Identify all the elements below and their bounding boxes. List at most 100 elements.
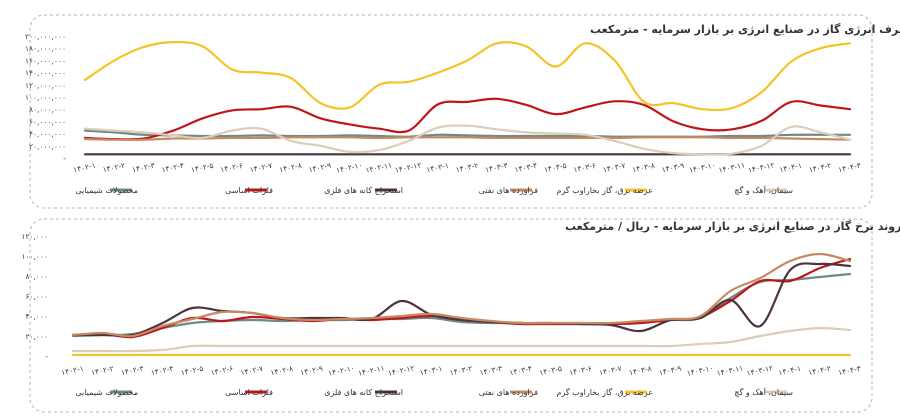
x-tick-label: ۱۴۰۲-۶ (210, 364, 234, 378)
series-line (83, 129, 852, 138)
legend-label: سیمان، آهک و گچ (734, 387, 793, 397)
y-tick-label: ۴۰,۰۰۰ (25, 312, 48, 321)
y-tick-label: ۸۰,۰۰۰ (25, 272, 48, 281)
x-tick-label: ۱۴۰۲-۱ (72, 161, 96, 175)
legend-label: محصولات شیمیایی (75, 388, 138, 397)
chart1-title: روند مقداری مصرف انرژی گاز در صنایع انرژ… (590, 23, 900, 36)
x-tick-label: ۱۴۰۲-۳ (120, 364, 144, 378)
y-tick-label: ۲۰۰,۰۰۰,۰۰۰ (25, 32, 66, 41)
x-tick-label: ۱۴۰۲-۱۰ (327, 363, 355, 377)
x-tick-label: ۱۴۰۲-۹ (308, 161, 332, 175)
series-line (83, 124, 852, 156)
chart2: - ۲۰,۰۰۰ ۴۰,۰۰۰ ۶۰,۰۰۰ ۸۰,۰۰۰ ۱۰۰,۰۰۰ ۱۲۰,۰۰۰ ۱… (21, 232, 861, 397)
legend-label: فراورده های نفتی (479, 186, 538, 195)
series-line (71, 326, 852, 353)
x-tick-label: ۱۴۰۲-۴ (150, 364, 174, 378)
x-tick-label: ۱۴۰۲-۸ (270, 364, 294, 378)
y-tick-label: ۲۰,۰۰۰ (25, 332, 48, 341)
x-tick-label: ۱۴۰۲-۵ (190, 161, 214, 175)
series-line (83, 136, 852, 141)
x-tick-label: ۱۴۰۴-۲ (808, 161, 832, 175)
x-tick-label: ۱۴۰۳-۳ (484, 161, 508, 175)
x-tick-label: ۱۴۰۲-۵ (180, 364, 204, 378)
series-line (71, 257, 852, 339)
x-tick-label: ۱۴۰۳-۹ (661, 161, 685, 175)
y-tick-label: ۱۸۰,۰۰۰,۰۰۰ (25, 44, 66, 53)
y-tick-label: ۱۰۰,۰۰۰,۰۰۰ (25, 93, 66, 102)
x-tick-label: ۱۴۰۳-۷ (598, 364, 622, 378)
x-tick-label: ۱۴۰۲-۱۱ (365, 160, 393, 174)
legend-label: فراورده های نفتی (479, 388, 538, 397)
y-tick-label: ۱۴۰,۰۰۰,۰۰۰ (25, 69, 66, 78)
x-tick-label: ۱۴۰۲-۹ (299, 364, 323, 378)
x-tick-label: ۱۴۰۲-۱۱ (357, 363, 385, 377)
x-tick-label: ۱۴۰۴-۲ (807, 364, 831, 378)
y-tick-label: ۴۰,۰۰۰,۰۰۰ (29, 130, 66, 139)
x-tick-label: ۱۴۰۳-۶ (573, 161, 597, 175)
legend-label: محصولات شیمیایی (75, 186, 138, 195)
series-line (83, 97, 852, 141)
x-tick-label: ۱۴۰۳-۱ (425, 161, 449, 175)
x-tick-label: ۱۴۰۳-۲ (455, 161, 479, 175)
x-tick-label: ۱۴۰۲-۱ (60, 364, 84, 378)
x-tick-label: ۱۴۰۳-۵ (539, 364, 563, 378)
series-line (83, 40, 852, 112)
chart2-title: روند نرخ گاز در صنایع انرژی بر بازار سرم… (565, 220, 900, 233)
x-tick-label: ۱۴۰۲-۷ (240, 364, 264, 378)
x-tick-label: ۱۴۰۳-۱ (419, 364, 443, 378)
legend-label: فلزات اساسی (225, 186, 273, 195)
series-line (71, 252, 852, 338)
x-tick-label: ۱۴۰۳-۱۲ (747, 160, 775, 174)
legend-label: استخراج کانه های فلزی (324, 388, 403, 397)
x-tick-label: ۱۴۰۳-۱۲ (746, 363, 774, 377)
x-tick-label: ۱۴۰۳-۴ (514, 161, 538, 175)
x-tick-label: ۱۴۰۳-۲ (449, 364, 473, 378)
y-tick-label: ۶۰,۰۰۰,۰۰۰ (29, 117, 66, 126)
x-tick-label: ۱۴۰۲-۶ (219, 161, 243, 175)
x-tick-label: ۱۴۰۲-۲ (102, 161, 126, 175)
x-tick-label: ۱۴۰۲-۱۰ (335, 160, 363, 174)
y-tick-label: ۶۰,۰۰۰ (25, 292, 48, 301)
x-tick-label: ۱۴۰۲-۸ (278, 161, 302, 175)
y-tick-label: ۱۲۰,۰۰۰,۰۰۰ (25, 81, 66, 90)
chart2-frame (29, 218, 873, 413)
y-tick-label: ۱۶۰,۰۰۰,۰۰۰ (25, 56, 66, 65)
y-tick-label: ۸۰,۰۰۰,۰۰۰ (29, 105, 66, 114)
x-tick-label: ۱۴۰۲-۲ (90, 364, 114, 378)
x-tick-label: ۱۴۰۳-۹ (658, 364, 682, 378)
x-tick-label: ۱۴۰۳-۸ (628, 364, 652, 378)
x-tick-label: ۱۴۰۴-۱ (778, 364, 802, 378)
x-tick-label: ۱۴۰۲-۴ (161, 161, 185, 175)
x-tick-label: ۱۴۰۳-۳ (479, 364, 503, 378)
chart1-frame (29, 14, 873, 209)
y-tick-label: - (63, 154, 66, 163)
x-tick-label: ۱۴۰۳-۱۱ (718, 160, 746, 174)
x-tick-label: ۱۴۰۲-۷ (249, 161, 273, 175)
x-tick-label: ۱۴۰۴-۳ (837, 364, 861, 378)
x-tick-label: ۱۴۰۳-۶ (568, 364, 592, 378)
legend-label: سیمان، آهک و گچ (734, 185, 793, 195)
legend-label: فلزات اساسی (225, 388, 273, 397)
x-tick-label: ۱۴۰۴-۱ (779, 161, 803, 175)
legend-label: استخراج کانه های فلزی (324, 186, 403, 195)
x-tick-label: ۱۴۰۴-۳ (837, 161, 861, 175)
y-tick-label: ۱۲۰,۰۰۰ (21, 232, 48, 241)
x-tick-label: ۱۴۰۳-۵ (543, 161, 567, 175)
legend-label: عرضه برق، گاز بخاراوب گرم (557, 185, 653, 195)
x-tick-label: ۱۴۰۲-۱۲ (387, 363, 415, 377)
x-tick-label: ۱۴۰۳-۱۰ (688, 160, 716, 174)
y-tick-label: - (45, 352, 48, 361)
x-tick-label: ۱۴۰۳-۷ (602, 161, 626, 175)
x-tick-label: ۱۴۰۲-۱۲ (394, 160, 422, 174)
series-line (71, 262, 852, 337)
y-tick-label: ۱۰۰,۰۰۰ (21, 252, 48, 261)
chart1: - ۲۰,۰۰۰,۰۰۰ ۴۰,۰۰۰,۰۰۰ ۶۰,۰۰۰,۰۰۰ ۸۰,۰۰۰,۰۰… (25, 32, 862, 195)
x-tick-label: ۱۴۰۲-۳ (131, 161, 155, 175)
y-tick-label: ۲۰,۰۰۰,۰۰۰ (29, 142, 66, 151)
series-line (71, 272, 852, 338)
x-tick-label: ۱۴۰۳-۱۱ (716, 363, 744, 377)
legend-label: عرضه برق، گاز بخاراوب گرم (557, 387, 653, 397)
x-tick-label: ۱۴۰۳-۸ (631, 161, 655, 175)
